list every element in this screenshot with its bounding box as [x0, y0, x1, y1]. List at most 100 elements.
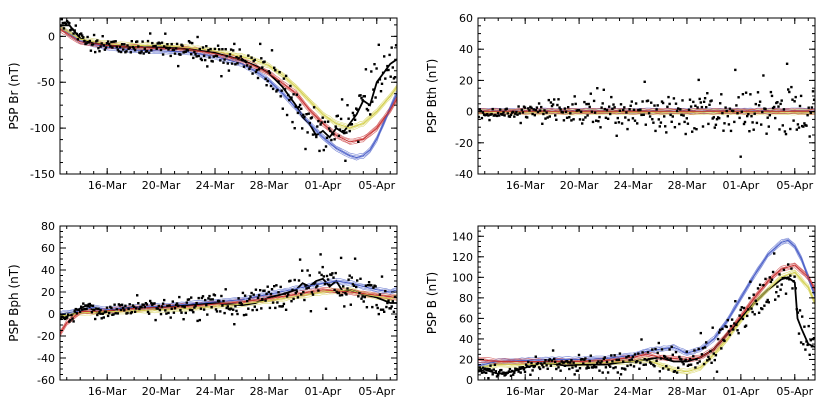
observation-dot — [207, 48, 210, 52]
observation-dot — [147, 312, 151, 315]
observation-dot — [323, 282, 327, 286]
observation-dot — [528, 365, 531, 368]
observation-dot — [71, 28, 74, 31]
observation-dot — [756, 287, 760, 290]
observation-dot — [688, 98, 692, 101]
observation-dot — [195, 55, 198, 58]
observation-dot — [542, 365, 545, 369]
observation-dot — [654, 129, 657, 133]
observation-dot — [746, 314, 749, 318]
observation-dot — [793, 275, 796, 278]
observation-dot — [170, 42, 173, 46]
observation-dot — [212, 55, 215, 58]
observation-dot — [264, 299, 267, 302]
observation-dot — [387, 299, 390, 302]
observation-dot — [570, 119, 573, 122]
observation-dot — [509, 374, 513, 377]
observation-dot — [809, 111, 812, 115]
observation-dot — [282, 302, 286, 306]
observation-dot — [507, 370, 511, 373]
observation-dot — [613, 106, 616, 109]
ensemble-line-model-red — [478, 262, 815, 360]
observation-dot — [120, 43, 124, 46]
observation-dot — [681, 360, 684, 364]
observation-dot — [751, 310, 754, 314]
observation-dot — [113, 303, 116, 306]
observation-dot — [211, 298, 214, 301]
observation-dot — [696, 106, 699, 109]
observation-dot — [526, 116, 529, 119]
observation-dot — [278, 71, 281, 74]
observation-dot — [723, 339, 726, 343]
observation-dot — [188, 41, 192, 44]
observation-dot — [739, 155, 742, 158]
observation-dot — [185, 301, 188, 304]
observation-dot — [706, 359, 709, 362]
observation-dot — [747, 308, 750, 311]
observation-dot — [384, 77, 387, 80]
observation-dot — [264, 77, 267, 80]
observation-dot — [115, 308, 118, 311]
observation-dot — [600, 360, 603, 363]
observation-dot — [551, 349, 555, 352]
observation-dot — [789, 127, 792, 131]
observation-dot — [599, 126, 602, 129]
observation-dot — [487, 377, 490, 380]
observation-dot — [86, 35, 89, 39]
observation-dot — [804, 348, 807, 351]
observation-dot — [173, 307, 177, 310]
observation-dot — [697, 347, 700, 351]
observation-dot — [805, 340, 808, 343]
observation-dot — [491, 107, 494, 111]
y-tick-label: 60 — [41, 242, 55, 255]
observation-dot — [366, 284, 370, 287]
observation-dot — [708, 103, 711, 106]
observation-dot — [761, 110, 764, 114]
observation-dot — [359, 277, 362, 280]
observation-dot — [254, 288, 258, 291]
observation-dot — [598, 369, 601, 372]
observation-dot — [306, 131, 309, 134]
chart-panel-1: 0 -50 -100 -150 16-Mar 20-Mar 24-Mar 28-Mar 01-A… — [7, 17, 398, 192]
observation-dot — [601, 371, 604, 374]
observation-dot — [383, 55, 386, 58]
observation-dot — [285, 295, 289, 298]
observation-dot — [727, 123, 731, 126]
observation-dot — [508, 115, 512, 118]
observation-dot — [614, 366, 617, 369]
observation-dot — [682, 363, 685, 366]
observation-dot — [549, 101, 553, 104]
observation-dot — [384, 289, 387, 293]
observation-dot — [101, 35, 104, 38]
observation-dot — [626, 364, 629, 368]
observation-dot — [150, 301, 153, 305]
observation-dot — [660, 100, 664, 103]
observation-dot — [613, 354, 616, 357]
observation-dot — [574, 102, 577, 106]
observation-dot — [200, 58, 204, 62]
observation-dot — [71, 317, 74, 320]
observation-dot — [143, 306, 146, 309]
observation-dot — [658, 370, 661, 373]
observation-dot — [695, 128, 698, 131]
observation-dot — [288, 98, 291, 102]
observation-dot — [741, 93, 745, 96]
observation-dot — [72, 320, 75, 323]
observation-dot — [582, 118, 585, 121]
observation-dot — [219, 59, 222, 62]
observation-dot — [175, 302, 179, 305]
observation-dot — [250, 56, 253, 59]
observation-dot — [317, 289, 320, 292]
observation-dot — [757, 311, 761, 314]
observation-dot — [661, 101, 665, 105]
observation-dot — [331, 272, 334, 275]
observation-dot — [784, 292, 788, 295]
observation-dot — [652, 121, 655, 124]
observation-dot — [242, 65, 246, 68]
observation-dot — [379, 308, 383, 311]
observation-dot — [669, 357, 672, 361]
observation-dot — [529, 373, 532, 376]
observation-dot — [642, 363, 645, 366]
observation-dot — [589, 92, 592, 95]
observation-dot — [778, 128, 781, 131]
